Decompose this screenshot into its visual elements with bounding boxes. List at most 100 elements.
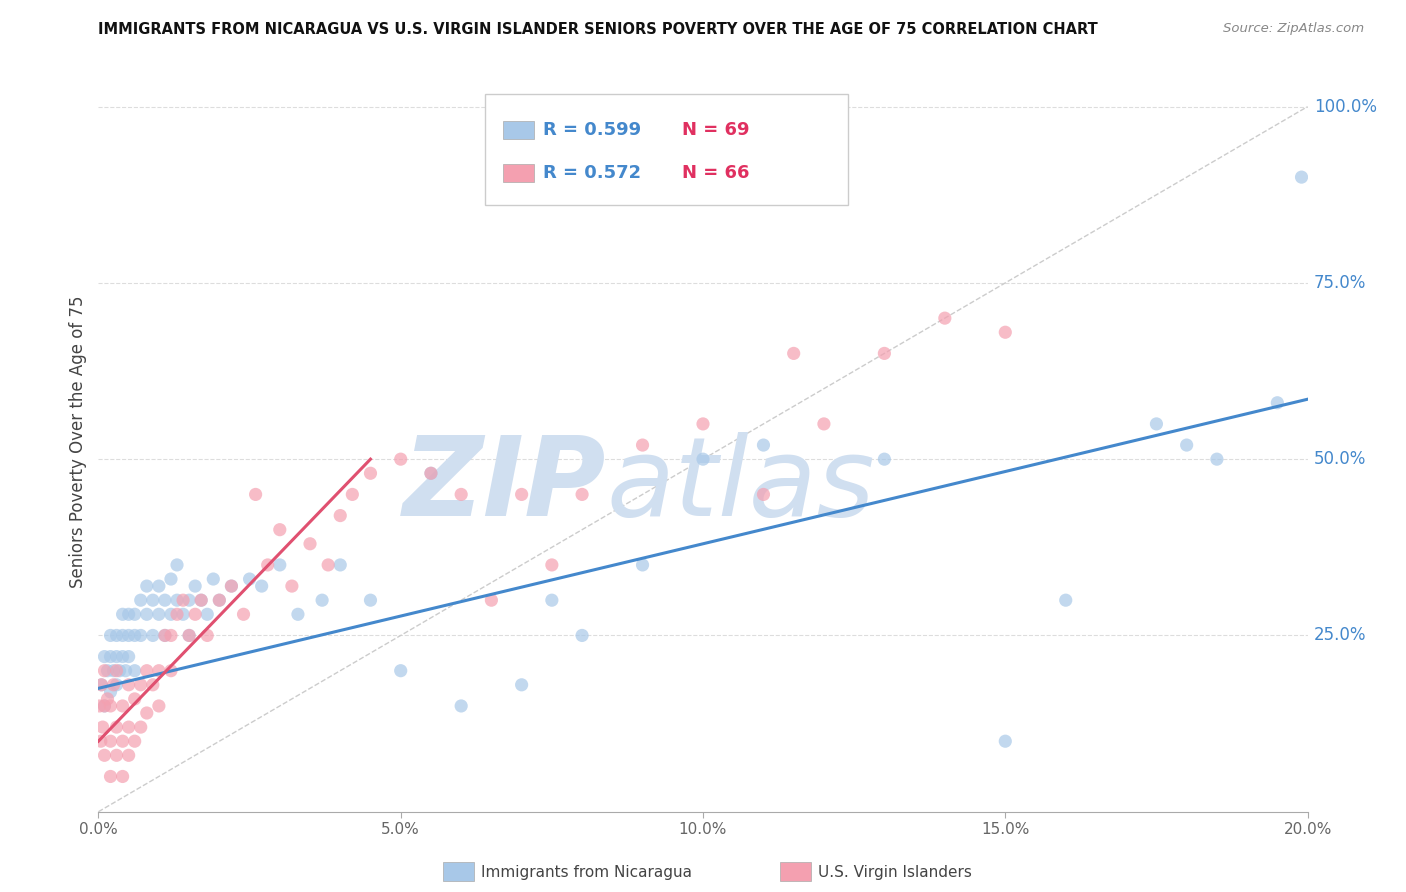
Point xyxy=(450,487,472,501)
Point xyxy=(100,769,122,783)
Point xyxy=(129,593,152,607)
Point xyxy=(177,628,201,642)
Point xyxy=(329,558,352,572)
Point xyxy=(91,720,114,734)
Point xyxy=(160,607,183,622)
Point xyxy=(994,734,1017,748)
Point xyxy=(934,311,956,326)
Point xyxy=(160,628,183,642)
Point xyxy=(114,664,136,678)
Point xyxy=(129,720,152,734)
Point xyxy=(100,734,122,748)
Point xyxy=(166,607,188,622)
Point xyxy=(105,649,128,664)
Point xyxy=(813,417,835,431)
Point xyxy=(111,628,134,642)
Point xyxy=(540,593,562,607)
Point xyxy=(160,572,183,586)
Point xyxy=(202,572,225,586)
Point xyxy=(93,698,115,713)
Point xyxy=(1144,417,1167,431)
Point xyxy=(269,523,291,537)
Point xyxy=(153,628,176,642)
Point xyxy=(148,607,170,622)
Point xyxy=(481,593,503,607)
Point xyxy=(124,607,146,622)
Point xyxy=(239,572,262,586)
Point xyxy=(148,664,170,678)
Text: 100.0%: 100.0% xyxy=(1313,97,1376,116)
Text: R = 0.599: R = 0.599 xyxy=(543,120,641,139)
Point xyxy=(105,678,128,692)
Point xyxy=(571,628,593,642)
Point xyxy=(450,698,472,713)
Point xyxy=(100,628,122,642)
Point xyxy=(124,692,146,706)
Text: R = 0.572: R = 0.572 xyxy=(543,164,641,182)
Point xyxy=(135,607,157,622)
Point xyxy=(118,649,141,664)
Point xyxy=(419,467,441,481)
Point xyxy=(873,452,896,467)
Point xyxy=(316,558,339,572)
Point xyxy=(195,607,218,622)
Point xyxy=(389,452,412,467)
Point xyxy=(93,664,115,678)
Point xyxy=(631,558,654,572)
Point xyxy=(105,628,128,642)
Point xyxy=(311,593,333,607)
Point xyxy=(221,579,243,593)
Point xyxy=(177,628,201,642)
Point xyxy=(135,579,157,593)
Point xyxy=(232,607,254,622)
Point xyxy=(1206,452,1229,467)
Point xyxy=(250,579,273,593)
Point xyxy=(177,593,201,607)
Point xyxy=(100,685,122,699)
Point xyxy=(108,664,131,678)
Point xyxy=(1291,170,1313,185)
Point xyxy=(105,748,128,763)
Point xyxy=(190,593,212,607)
Point xyxy=(100,698,122,713)
Point xyxy=(360,467,382,481)
Point xyxy=(269,558,291,572)
Text: 50.0%: 50.0% xyxy=(1313,450,1367,468)
Point xyxy=(692,417,714,431)
Point xyxy=(129,628,152,642)
Point xyxy=(221,579,243,593)
Point xyxy=(752,487,775,501)
Point xyxy=(111,769,134,783)
Point xyxy=(342,487,364,501)
Point xyxy=(160,664,183,678)
Point xyxy=(118,748,141,763)
Point xyxy=(184,607,207,622)
Point xyxy=(389,664,412,678)
Point xyxy=(93,748,115,763)
Point xyxy=(135,664,157,678)
Point xyxy=(111,698,134,713)
Point xyxy=(195,628,218,642)
Text: N = 66: N = 66 xyxy=(682,164,749,182)
Point xyxy=(124,664,146,678)
Point xyxy=(1054,593,1077,607)
Point xyxy=(124,628,146,642)
Point xyxy=(148,698,170,713)
Text: IMMIGRANTS FROM NICARAGUA VS U.S. VIRGIN ISLANDER SENIORS POVERTY OVER THE AGE O: IMMIGRANTS FROM NICARAGUA VS U.S. VIRGIN… xyxy=(98,22,1098,37)
Point xyxy=(571,487,593,501)
Point xyxy=(994,325,1017,339)
Text: ZIP: ZIP xyxy=(402,433,606,540)
Text: 75.0%: 75.0% xyxy=(1313,274,1367,292)
Point xyxy=(510,678,533,692)
Point xyxy=(208,593,231,607)
Point xyxy=(166,593,188,607)
Y-axis label: Seniors Poverty Over the Age of 75: Seniors Poverty Over the Age of 75 xyxy=(69,295,87,588)
Point xyxy=(245,487,267,501)
Point xyxy=(299,537,322,551)
Point xyxy=(752,438,775,452)
Point xyxy=(124,734,146,748)
Point xyxy=(118,607,141,622)
Point xyxy=(105,664,128,678)
Point xyxy=(782,346,804,360)
Point xyxy=(90,678,112,692)
